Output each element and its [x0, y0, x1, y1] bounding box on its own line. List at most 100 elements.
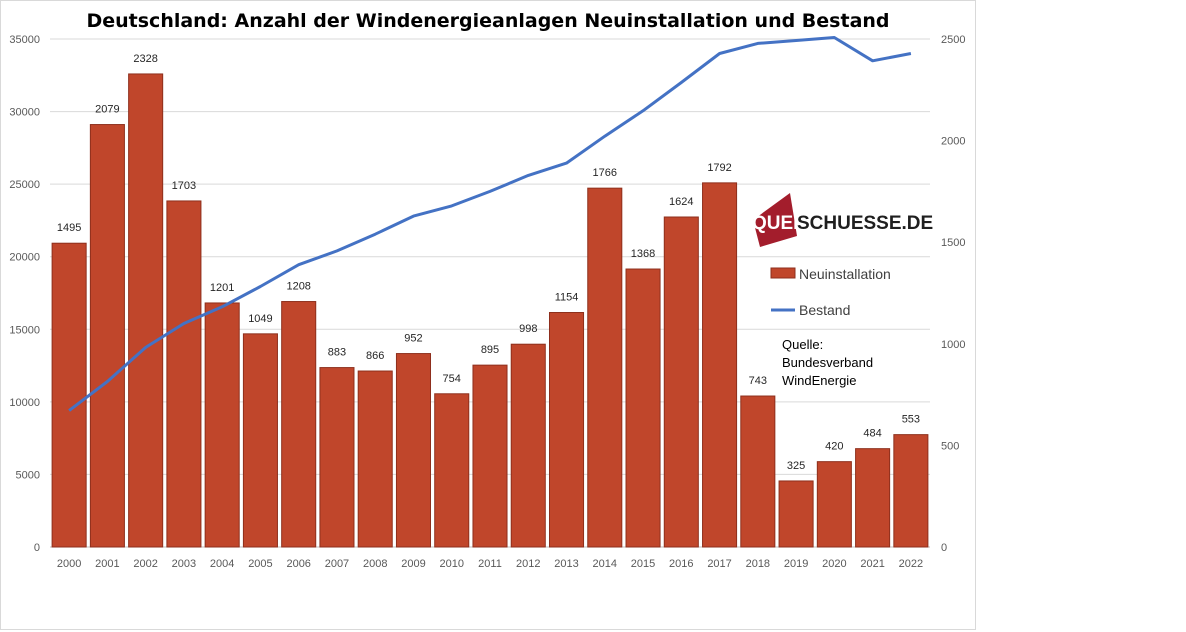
x-axis-tick-label: 2001	[95, 558, 119, 570]
x-axis-tick-label: 2011	[478, 558, 502, 570]
x-axis-tick-label: 2016	[669, 558, 693, 570]
x-axis-tick-label: 2013	[554, 558, 578, 570]
bar	[855, 448, 891, 548]
bar-data-label: 952	[404, 333, 422, 345]
bar-data-label: 420	[825, 441, 843, 453]
bar-data-label: 866	[366, 350, 384, 362]
bar-data-label: 1049	[248, 313, 272, 325]
bar	[242, 333, 278, 548]
left-axis-tick-label: 10000	[9, 397, 40, 409]
right-axis: 0 500 1000 1500 2000 2500	[941, 34, 965, 554]
x-axis-tick-label: 2006	[286, 558, 310, 570]
bar-data-label: 553	[902, 414, 920, 426]
left-axis-tick-label: 20000	[9, 252, 40, 264]
bar-data-label: 1792	[707, 162, 731, 174]
bar-data-label: 2328	[133, 53, 157, 65]
x-axis-tick-label: 2003	[172, 558, 196, 570]
bar	[281, 301, 317, 548]
bar	[816, 461, 852, 548]
left-axis-tick-label: 15000	[9, 324, 40, 336]
bar	[472, 364, 508, 548]
bar-data-label: 883	[328, 347, 346, 359]
bar-data-label: 1703	[172, 180, 196, 192]
x-axis-tick-label: 2009	[401, 558, 425, 570]
source-note: Quelle: Bundesverband WindEnergie	[782, 337, 873, 388]
bar	[89, 124, 125, 548]
bar-data-label: 1766	[593, 167, 617, 179]
bar-data-label: 895	[481, 344, 499, 356]
bar-data-label: 1154	[555, 292, 579, 304]
bar	[166, 200, 202, 548]
x-axis: 2000 2001 2002 2003 2004 2005 2006 2007 2008 2009…	[57, 558, 923, 570]
source-line-1: Quelle:	[782, 337, 823, 352]
bar	[548, 312, 585, 548]
bar-data-label: 1201	[210, 282, 234, 294]
bar-data-label: 1495	[57, 222, 81, 234]
right-axis-tick-label: 1500	[941, 237, 965, 249]
x-axis-tick-label: 2012	[516, 558, 540, 570]
x-axis-tick-label: 2018	[746, 558, 770, 570]
right-axis-tick-label: 2000	[941, 136, 965, 148]
x-axis-tick-label: 2019	[784, 558, 808, 570]
bar	[663, 216, 699, 548]
bar-data-label: 998	[519, 323, 537, 335]
x-axis-tick-label: 2005	[248, 558, 272, 570]
x-axis-tick-label: 2022	[899, 558, 923, 570]
right-axis-tick-label: 500	[941, 440, 959, 452]
left-axis-tick-label: 35000	[9, 34, 40, 46]
bar-series-neuinstallation	[51, 73, 929, 548]
x-axis-tick-label: 2010	[439, 558, 463, 570]
bar	[128, 73, 164, 548]
left-axis-tick-label: 0	[34, 542, 40, 554]
x-axis-tick-label: 2000	[57, 558, 81, 570]
x-axis-tick-label: 2007	[325, 558, 349, 570]
bar	[893, 434, 929, 548]
bar	[51, 242, 87, 548]
legend: Neuinstallation Bestand	[770, 266, 891, 318]
x-axis-tick-label: 2021	[860, 558, 884, 570]
left-axis: 0 5000 10000 15000 20000 25000 30000 35000	[9, 34, 40, 554]
bar	[357, 370, 393, 548]
bar	[204, 302, 240, 548]
bar	[434, 393, 470, 548]
bar-data-label: 743	[749, 375, 767, 387]
right-axis-tick-label: 0	[941, 542, 947, 554]
left-axis-tick-label: 5000	[16, 469, 40, 481]
bar	[625, 268, 661, 548]
source-line-2: Bundesverband	[782, 355, 873, 370]
bar	[740, 395, 776, 548]
querschuesse-logo: QUER SCHUESSE.DE	[752, 193, 933, 247]
bar-data-label: 1368	[631, 248, 655, 260]
legend-label-bestand: Bestand	[799, 302, 850, 318]
bar	[319, 367, 355, 548]
bar	[395, 353, 432, 548]
x-axis-tick-label: 2004	[210, 558, 234, 570]
bar-data-label: 325	[787, 460, 805, 472]
bar-data-label: 2079	[95, 104, 119, 116]
line-bestand	[68, 36, 912, 412]
x-axis-tick-label: 2020	[822, 558, 846, 570]
bar	[702, 182, 738, 548]
bar-data-label: 754	[443, 373, 461, 385]
source-line-3: WindEnergie	[782, 373, 856, 388]
bar-data-label: 1624	[669, 196, 693, 208]
x-axis-tick-label: 2002	[133, 558, 157, 570]
x-axis-tick-label: 2015	[631, 558, 655, 570]
left-axis-tick-label: 25000	[9, 179, 40, 191]
line-series-bestand	[68, 36, 912, 412]
chart-canvas: 1495 2079 2328 1703 1201 1049 1208 883 866 952 754…	[9, 34, 965, 570]
right-axis-tick-label: 2500	[941, 34, 965, 46]
legend-swatch-neuinstallation	[770, 267, 796, 279]
legend-label-neuinstallation: Neuinstallation	[799, 266, 891, 282]
x-axis-tick-label: 2017	[707, 558, 731, 570]
chart-title: Deutschland: Anzahl der Windenergieanlag…	[86, 10, 890, 32]
bar-data-label: 484	[863, 428, 881, 440]
logo-text: SCHUESSE.DE	[797, 213, 933, 234]
bar	[510, 343, 546, 548]
x-axis-tick-label: 2014	[593, 558, 617, 570]
x-axis-tick-label: 2008	[363, 558, 387, 570]
bar	[778, 480, 814, 548]
bar-data-label: 1208	[286, 281, 310, 293]
logo-box-text: QUER	[752, 213, 807, 234]
left-axis-tick-label: 30000	[9, 107, 40, 119]
